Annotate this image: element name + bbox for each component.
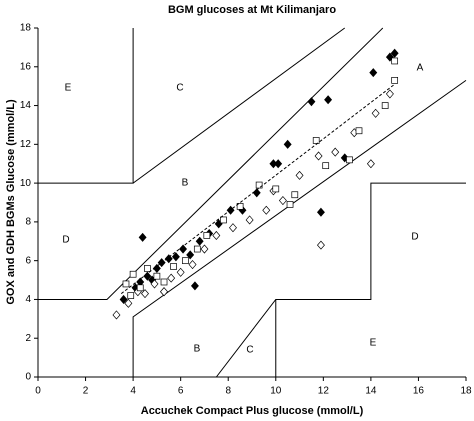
data-point [186,250,195,260]
data-point [203,232,211,239]
y-tick-label: 4 [25,294,31,305]
data-point [307,97,316,107]
data-point [245,215,254,225]
data-point [193,245,201,253]
data-point [346,156,353,164]
zone-label: D [62,235,69,246]
data-point [291,191,299,199]
data-point [127,292,135,299]
data-point [170,263,177,270]
data-point [153,272,161,280]
y-tick-label: 18 [20,23,32,34]
data-point [324,95,333,105]
data-point [212,230,221,240]
data-point [152,263,161,273]
data-point [381,102,389,109]
data-point [274,159,283,169]
zone-label: A [417,63,424,74]
data-point [195,236,204,246]
data-point [171,252,180,262]
x-tick-label: 14 [365,386,377,397]
x-tick-label: 10 [270,386,282,397]
x-tick-label: 4 [130,386,136,397]
y-tick-label: 2 [25,333,31,344]
data-point [272,185,280,193]
data-point [391,76,399,84]
zone-boundary [38,27,384,300]
data-point [164,254,173,264]
zone-boundary [215,182,466,378]
data-point [176,267,185,277]
x-tick-label: 6 [178,386,184,397]
data-point [385,89,394,99]
data-point [112,310,121,320]
data-point [390,48,399,58]
data-point [182,257,189,265]
data-point [312,137,320,144]
y-axis-label: GOX and GDH BGMs Glucose (mmol/L) [5,99,17,305]
data-point [255,181,263,189]
data-point [355,127,363,135]
zone-label: C [176,83,183,94]
zone-label: D [411,232,418,243]
data-point [190,281,199,291]
x-tick-label: 18 [460,386,472,397]
x-tick-label: 8 [225,386,231,397]
y-tick-label: 12 [20,139,32,150]
data-point [391,57,399,65]
data-point [119,294,128,304]
data-point [160,287,168,297]
zone-boundary [132,27,346,184]
data-point [316,240,325,250]
chart-title: BGM glucoses at Mt Kilimanjaro [168,4,336,16]
trend-line [120,83,395,295]
x-tick-label: 0 [35,386,41,397]
data-point [371,108,380,118]
y-tick-label: 14 [20,100,32,111]
y-tick-label: 8 [25,217,31,228]
data-point [150,279,159,289]
data-point [236,203,244,210]
data-point [136,284,144,292]
data-point [369,68,378,78]
x-tick-label: 16 [413,386,425,397]
data-point [295,170,304,180]
data-point [188,260,197,270]
data-point [200,244,209,254]
data-point [366,159,375,169]
zone-label: B [194,344,201,355]
data-point [122,280,130,288]
x-tick-label: 2 [83,386,89,397]
data-point [144,265,151,272]
data-point [322,162,330,170]
data-point [229,223,237,233]
data-point [138,232,147,242]
zone-label: B [182,178,189,189]
zone-label: E [370,338,377,349]
data-point [220,216,227,224]
data-point [141,289,149,299]
data-point [314,151,323,161]
data-point [316,207,325,217]
data-point [167,273,176,283]
zone-label: C [246,345,253,356]
data-point [331,147,340,157]
data-point [160,278,168,286]
y-tick-label: 16 [20,61,32,72]
data-point [286,201,294,208]
zone-boundary [132,79,467,377]
data-point [283,139,292,149]
y-tick-label: 0 [25,372,31,383]
y-tick-label: 6 [25,255,31,266]
data-point [124,298,133,308]
y-tick-label: 10 [20,178,32,189]
zone-label: E [65,83,72,94]
x-tick-label: 12 [318,386,330,397]
data-point [129,270,137,278]
data-point [278,196,287,206]
x-axis-label: Accuchek Compact Plus glucose (mmol/L) [141,405,364,417]
data-point [262,205,271,215]
